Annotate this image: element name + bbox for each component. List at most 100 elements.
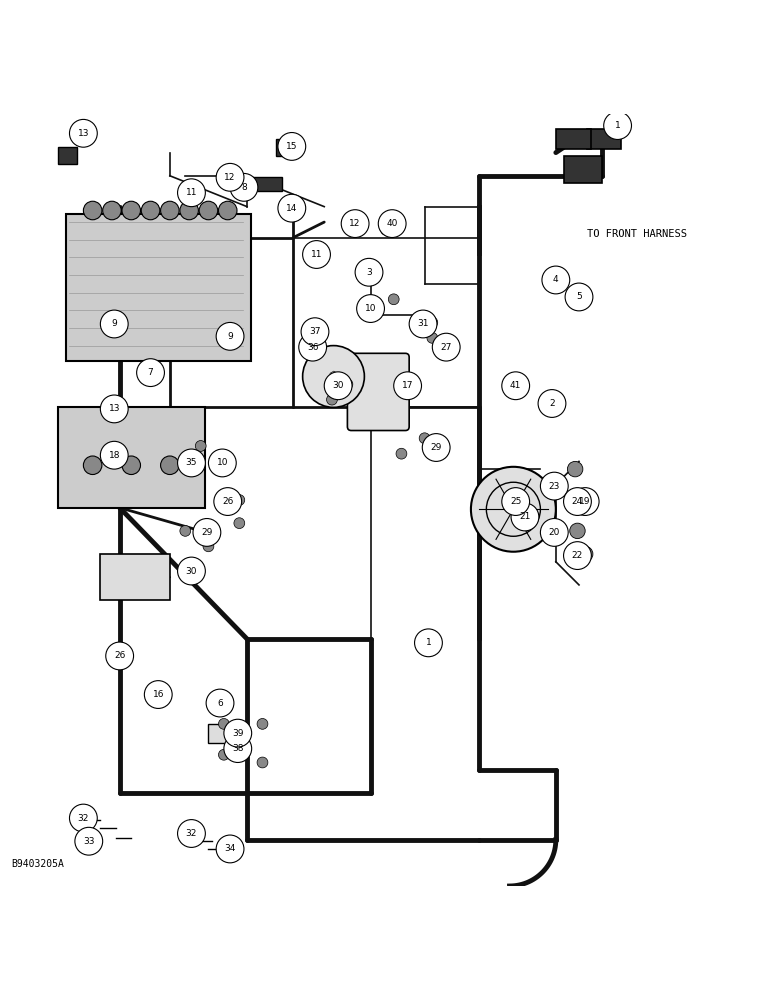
Circle shape	[540, 472, 568, 500]
Circle shape	[161, 456, 179, 475]
FancyBboxPatch shape	[556, 129, 591, 149]
Circle shape	[542, 266, 570, 294]
Circle shape	[100, 395, 128, 423]
Circle shape	[381, 224, 391, 235]
Circle shape	[178, 557, 205, 585]
Circle shape	[218, 201, 237, 220]
Text: 26: 26	[222, 497, 233, 506]
Text: 40: 40	[387, 219, 398, 228]
Text: 10: 10	[365, 304, 376, 313]
Text: 7: 7	[147, 368, 154, 377]
Circle shape	[327, 394, 337, 405]
Circle shape	[564, 488, 591, 515]
Circle shape	[141, 201, 160, 220]
Text: 36: 36	[307, 343, 318, 352]
Circle shape	[342, 379, 353, 390]
Text: 23: 23	[549, 482, 560, 491]
Text: 24: 24	[572, 497, 583, 506]
Text: 37: 37	[310, 327, 320, 336]
Circle shape	[355, 258, 383, 286]
Circle shape	[257, 718, 268, 729]
Circle shape	[427, 332, 438, 343]
Circle shape	[180, 525, 191, 536]
Circle shape	[161, 201, 179, 220]
Circle shape	[75, 827, 103, 855]
Circle shape	[188, 456, 198, 467]
Text: 19: 19	[580, 497, 591, 506]
Text: 14: 14	[286, 204, 297, 213]
Text: 9: 9	[227, 332, 233, 341]
Circle shape	[100, 310, 128, 338]
FancyBboxPatch shape	[276, 139, 298, 156]
Text: 15: 15	[286, 142, 297, 151]
Text: 32: 32	[186, 829, 197, 838]
Circle shape	[206, 689, 234, 717]
Circle shape	[409, 310, 437, 338]
Circle shape	[278, 133, 306, 160]
Circle shape	[324, 372, 352, 400]
Circle shape	[378, 210, 406, 238]
Circle shape	[415, 629, 442, 657]
Text: 13: 13	[78, 129, 89, 138]
Circle shape	[180, 201, 198, 220]
FancyBboxPatch shape	[251, 177, 282, 191]
Circle shape	[299, 333, 327, 361]
Text: 4: 4	[553, 275, 559, 284]
Circle shape	[230, 173, 258, 201]
Circle shape	[234, 518, 245, 529]
Circle shape	[303, 346, 364, 407]
Circle shape	[203, 541, 214, 552]
Circle shape	[122, 201, 141, 220]
Text: 20: 20	[549, 528, 560, 537]
Circle shape	[83, 201, 102, 220]
Text: 29: 29	[201, 528, 212, 537]
Text: 25: 25	[510, 497, 521, 506]
Text: 11: 11	[311, 250, 322, 259]
Circle shape	[394, 372, 422, 400]
Text: TO FRONT HARNESS: TO FRONT HARNESS	[587, 229, 687, 239]
Text: 1: 1	[615, 121, 621, 130]
Circle shape	[502, 488, 530, 515]
Circle shape	[178, 179, 205, 207]
Text: 11: 11	[186, 188, 197, 197]
Text: 33: 33	[83, 837, 94, 846]
Text: 8: 8	[241, 183, 247, 192]
Circle shape	[224, 735, 252, 762]
Circle shape	[216, 322, 244, 350]
Text: 3: 3	[366, 268, 372, 277]
Circle shape	[571, 488, 599, 515]
Text: 26: 26	[114, 651, 125, 660]
Text: 5: 5	[576, 292, 582, 301]
Text: 39: 39	[232, 729, 243, 738]
Circle shape	[471, 467, 556, 552]
Circle shape	[234, 495, 245, 505]
Circle shape	[216, 835, 244, 863]
Text: 38: 38	[232, 744, 243, 753]
Circle shape	[511, 503, 539, 531]
Circle shape	[303, 241, 330, 268]
Circle shape	[178, 820, 205, 847]
Text: 18: 18	[109, 451, 120, 460]
Circle shape	[432, 333, 460, 361]
FancyBboxPatch shape	[564, 156, 602, 183]
Circle shape	[218, 718, 229, 729]
Text: 35: 35	[186, 458, 197, 467]
Text: ⬡: ⬡	[329, 371, 338, 381]
Circle shape	[216, 163, 244, 191]
FancyBboxPatch shape	[66, 214, 251, 361]
Text: B9403205A: B9403205A	[12, 859, 64, 869]
Text: 30: 30	[186, 567, 197, 576]
Circle shape	[577, 546, 593, 562]
Circle shape	[427, 317, 438, 328]
Text: 41: 41	[510, 381, 521, 390]
FancyBboxPatch shape	[100, 554, 170, 600]
Circle shape	[208, 449, 236, 477]
Circle shape	[178, 449, 205, 477]
Circle shape	[540, 519, 568, 546]
Circle shape	[69, 119, 97, 147]
Text: 12: 12	[225, 173, 235, 182]
Circle shape	[100, 441, 128, 469]
Text: 27: 27	[441, 343, 452, 352]
Text: 2: 2	[549, 399, 555, 408]
Circle shape	[388, 294, 399, 305]
